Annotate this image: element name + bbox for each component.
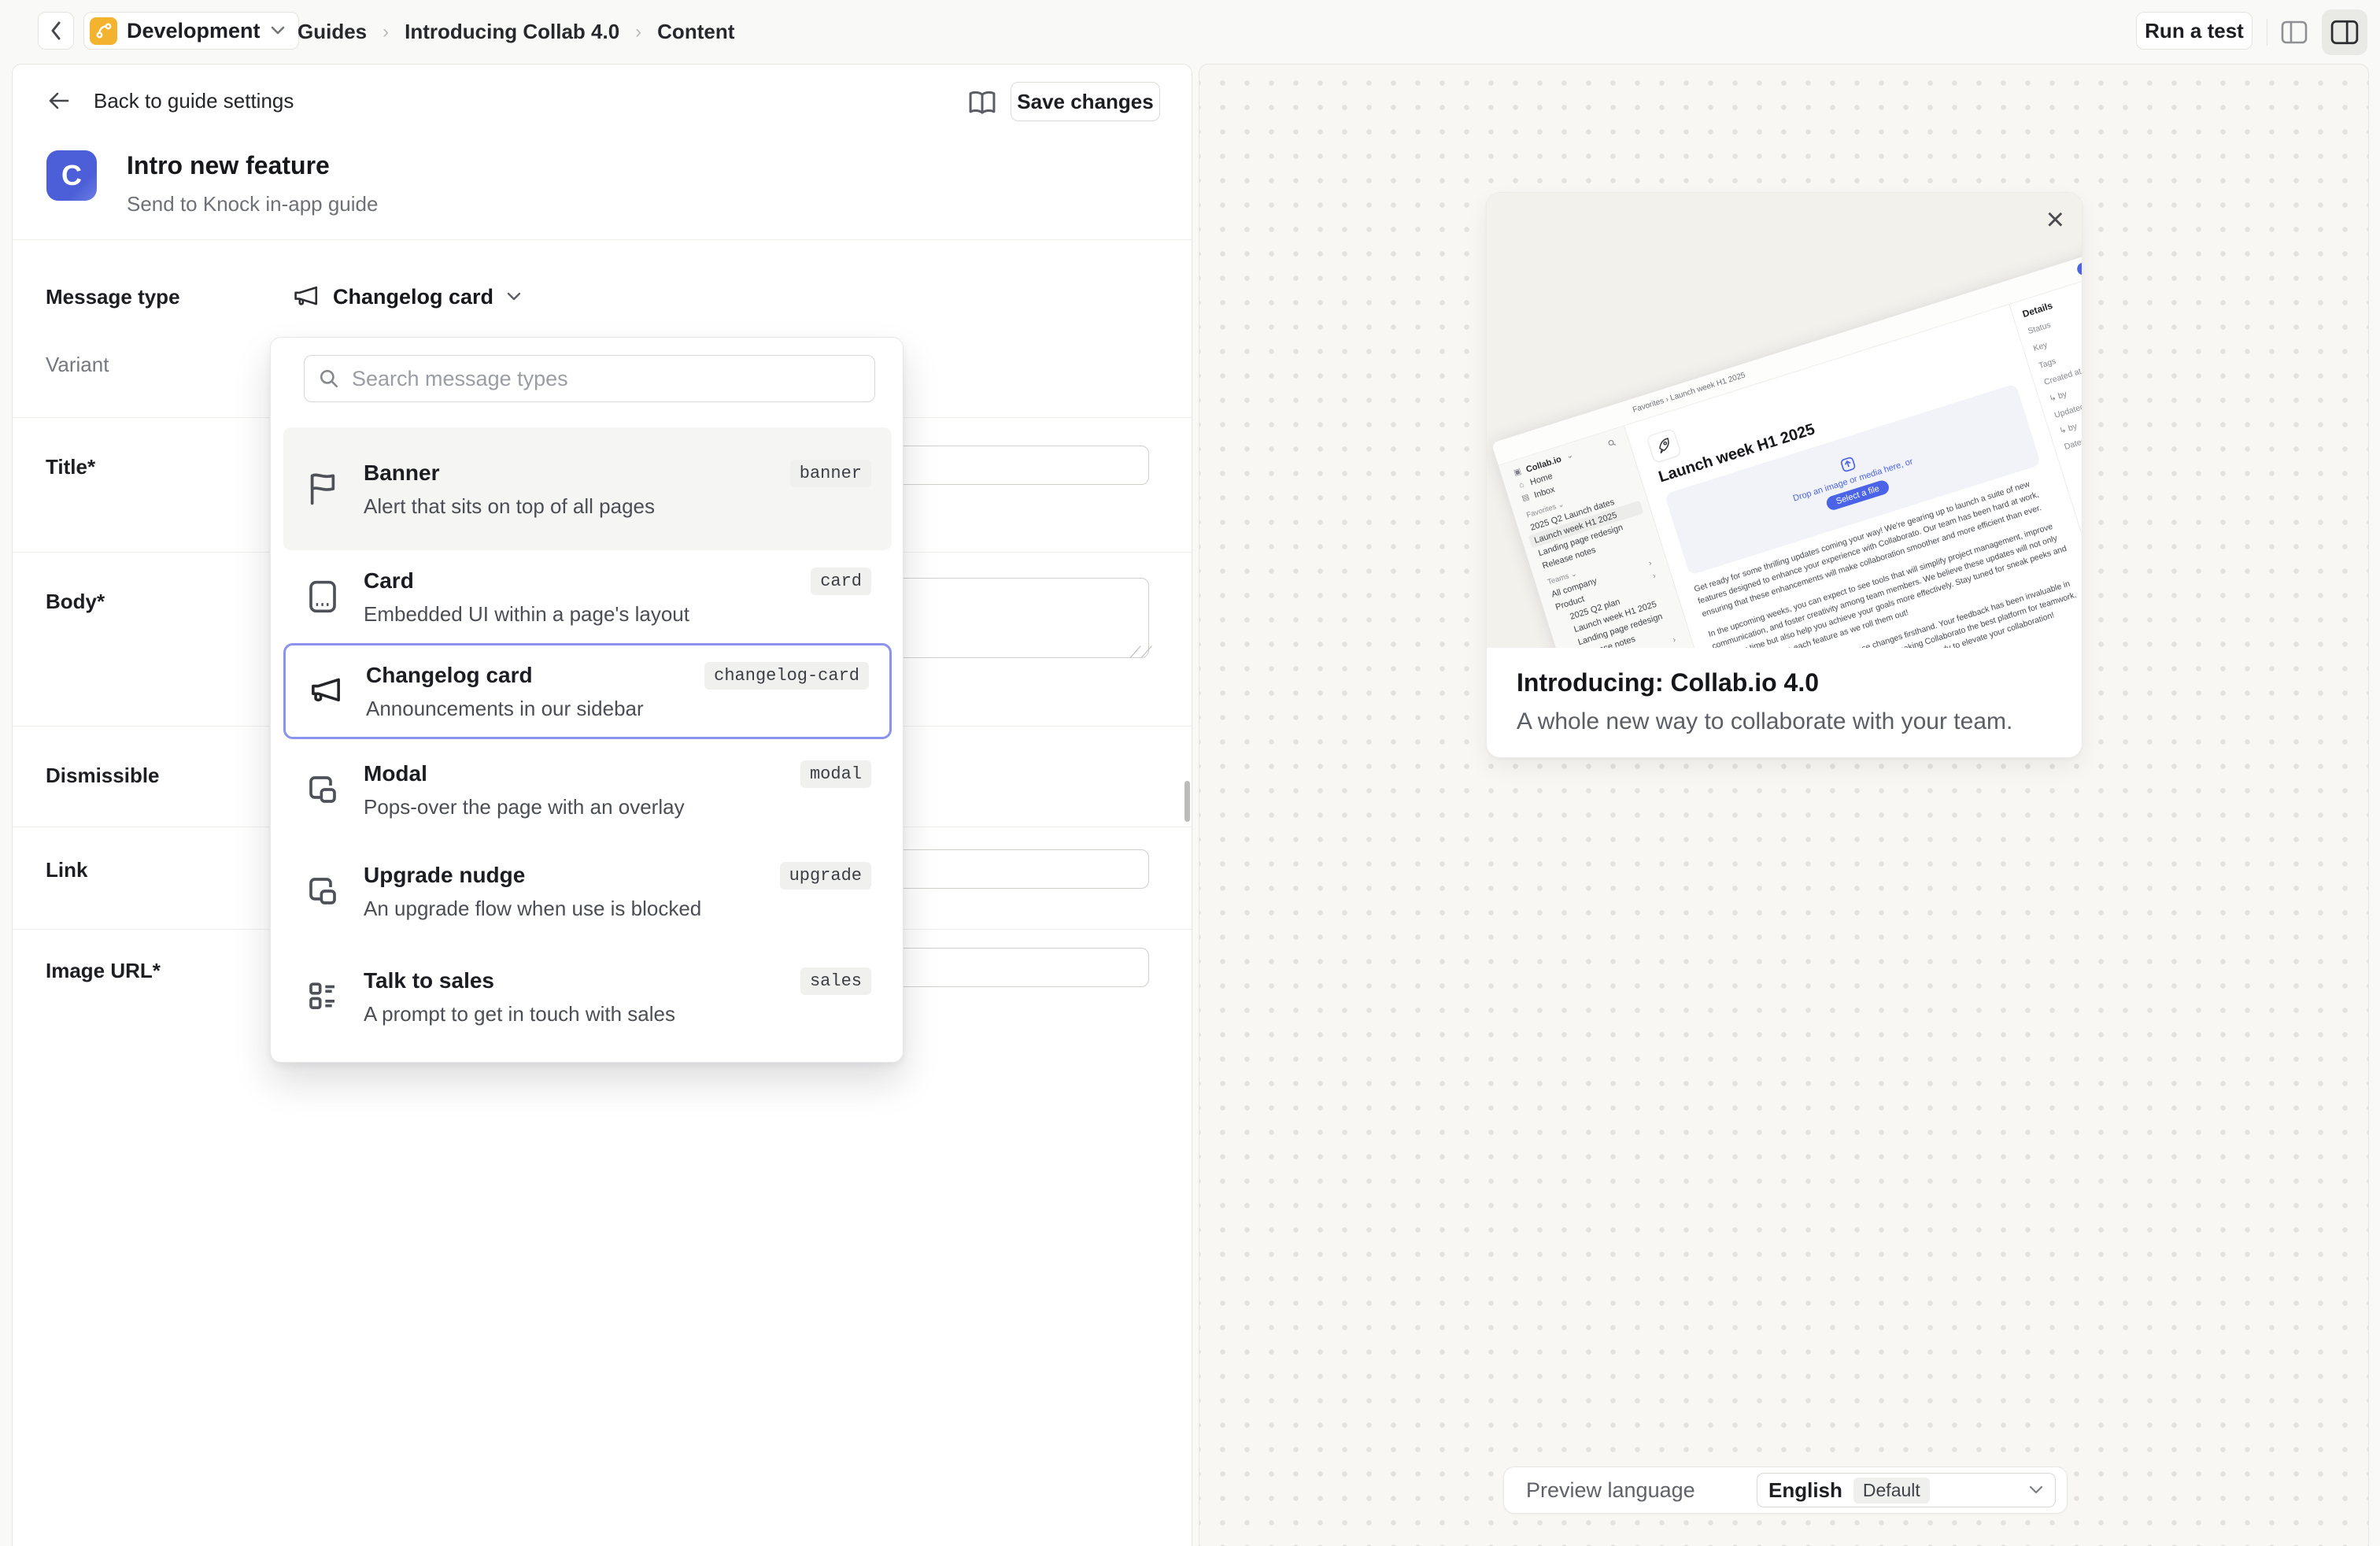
environment-label: Development	[127, 18, 261, 43]
documentation-book-icon[interactable]	[967, 90, 997, 117]
option-key-badge: changelog-card	[704, 661, 869, 690]
section-divider	[13, 239, 1192, 240]
preview-language-bar: Preview language English Default	[1503, 1466, 2068, 1514]
preview-subtitle: A whole new way to collaborate with your…	[1517, 708, 2013, 734]
megaphone-icon	[294, 285, 320, 309]
upgrade-window-icon	[307, 875, 364, 907]
upload-icon	[1839, 454, 1858, 474]
top-bar: Development Guides › Introducing Collab …	[0, 0, 2380, 64]
option-key-badge: modal	[800, 760, 871, 788]
message-type-list: Banner banner Alert that sits on top of a…	[283, 427, 892, 1051]
message-type-option-modal[interactable]: Modal modal Pops-over the page with an ov…	[283, 739, 892, 840]
git-branch-icon	[90, 17, 117, 45]
toggle-right-panel-button[interactable]	[2322, 9, 2367, 55]
breadcrumb-guide-name[interactable]: Introducing Collab 4.0	[405, 20, 620, 43]
option-key-badge: sales	[800, 967, 871, 995]
option-description: Embedded UI within a page's layout	[364, 601, 689, 626]
card-icon	[307, 579, 364, 614]
run-test-button[interactable]: Run a test	[2136, 12, 2252, 50]
option-name: Modal	[364, 761, 427, 786]
option-name: Changelog card	[366, 663, 533, 687]
back-to-guide-settings-link[interactable]: Back to guide settings	[48, 80, 294, 121]
search-icon	[1607, 438, 1617, 448]
breadcrumb-content[interactable]: Content	[657, 20, 735, 43]
chevron-left-icon	[49, 20, 63, 42]
breadcrumb: Guides › Introducing Collab 4.0 › Conten…	[298, 0, 734, 64]
variant-label: Variant	[46, 353, 109, 376]
close-icon[interactable]: ×	[2046, 202, 2064, 237]
preview-language-label: Preview language	[1526, 1478, 1695, 1502]
environment-switcher[interactable]: Development	[83, 12, 299, 50]
option-name: Talk to sales	[364, 968, 495, 993]
history-back-button[interactable]	[38, 12, 74, 50]
option-description: A prompt to get in touch with sales	[364, 1001, 675, 1026]
guide-subtitle: Send to Knock in-app guide	[127, 192, 379, 216]
breadcrumb-separator: ›	[635, 20, 642, 43]
panel-right-icon	[2330, 19, 2359, 46]
message-type-option-card[interactable]: Card card Embedded UI within a page's lay…	[283, 550, 892, 643]
chevron-down-icon	[270, 26, 286, 35]
message-type-popover: Banner banner Alert that sits on top of a…	[270, 337, 904, 1063]
option-key-badge: banner	[789, 459, 871, 487]
dismissible-label: Dismissible	[46, 764, 160, 787]
flag-icon	[307, 472, 364, 506]
arrow-left-icon	[48, 91, 70, 110]
embedded-product-screenshot: Favorites › Launch week H1 2025 Share ▣C…	[1491, 235, 2082, 648]
breadcrumb-guides[interactable]: Guides	[298, 20, 368, 43]
option-name: Card	[364, 568, 414, 593]
image-url-field-label: Image URL*	[46, 959, 161, 982]
preview-language-select[interactable]: English Default	[1757, 1473, 2056, 1507]
message-type-option-changelog-card[interactable]: Changelog card changelog-card Announcemen…	[283, 643, 892, 739]
language-default-badge: Default	[1853, 1477, 1930, 1503]
upload-dropzone: Drop an image or media here, or Select a…	[1664, 383, 2042, 575]
title-field-label: Title*	[46, 455, 96, 479]
chevron-down-icon	[2028, 1485, 2044, 1495]
preview-title: Introducing: Collab.io 4.0	[1517, 668, 1819, 697]
megaphone-icon	[309, 676, 366, 706]
preview-caption: Introducing: Collab.io 4.0 A whole new w…	[1487, 648, 2082, 756]
modal-window-icon	[307, 774, 364, 805]
save-changes-button[interactable]: Save changes	[1011, 82, 1160, 121]
chevron-down-icon	[506, 292, 522, 301]
preview-panel: × Favorites › Launch week H1 2025 Share …	[1199, 64, 2369, 1546]
message-type-search[interactable]	[304, 355, 875, 402]
option-name: Upgrade nudge	[364, 863, 526, 887]
panel-scrollbar-thumb[interactable]	[1184, 781, 1190, 822]
guide-title: Intro new feature	[127, 151, 330, 179]
option-description: Alert that sits on top of all pages	[364, 494, 655, 518]
toggle-left-panel-button[interactable]	[2275, 13, 2314, 52]
option-name: Banner	[364, 460, 440, 485]
screenshot-main-content: Launch week H1 2025 Drop an image or med…	[1624, 305, 2082, 648]
preview-image-area: × Favorites › Launch week H1 2025 Share …	[1487, 193, 2082, 648]
option-description: Announcements in our sidebar	[366, 696, 644, 720]
option-key-badge: card	[811, 567, 871, 595]
rocket-icon	[1646, 427, 1682, 464]
message-type-select[interactable]: Changelog card	[294, 279, 522, 315]
message-type-option-banner[interactable]: Banner banner Alert that sits on top of a…	[283, 427, 892, 550]
search-input[interactable]	[352, 366, 860, 391]
language-value: English	[1768, 1478, 1842, 1502]
body-field-label: Body*	[46, 590, 105, 613]
message-type-label: Message type	[46, 285, 180, 309]
changelog-card-preview: × Favorites › Launch week H1 2025 Share …	[1486, 192, 2082, 758]
screenshot-sidebar: ▣ Collab.io ⌄ ⌂ Home ▤ Inbox Favorites ⌄ 202…	[1499, 426, 1750, 648]
option-description: Pops-over the page with an overlay	[364, 794, 685, 819]
link-field-label: Link	[46, 858, 88, 882]
option-description: An upgrade flow when use is blocked	[364, 896, 702, 920]
share-button: Share	[2075, 252, 2082, 277]
option-key-badge: upgrade	[779, 861, 871, 890]
message-type-option-upgrade-nudge[interactable]: Upgrade nudge upgrade An upgrade flow whe…	[283, 840, 892, 942]
message-type-option-talk-to-sales[interactable]: Talk to sales sales A prompt to get in to…	[283, 942, 892, 1051]
panel-left-icon	[2281, 20, 2308, 45]
list-items-icon	[307, 980, 364, 1013]
guide-avatar: C	[46, 150, 97, 201]
search-icon	[319, 368, 339, 389]
breadcrumb-separator: ›	[382, 20, 390, 43]
